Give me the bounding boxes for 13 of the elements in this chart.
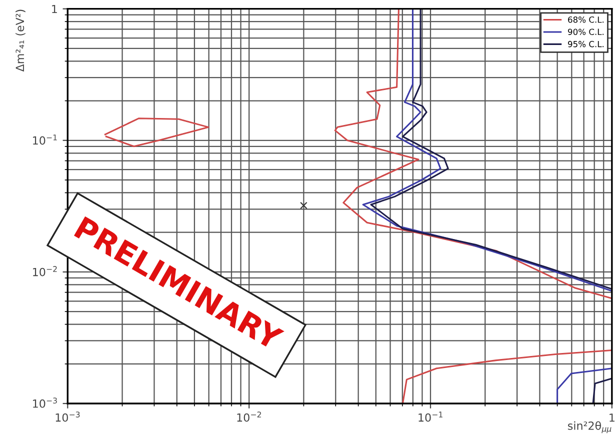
legend-label: 68% C.L. <box>568 16 604 23</box>
y-tick-label: 10$^{−1}$ <box>33 134 57 145</box>
y-tick-label: 10$^{−3}$ <box>33 398 57 408</box>
legend-label: 90% C.L. <box>568 28 604 35</box>
legend-label: 95% C.L. <box>568 40 604 48</box>
y-tick-label: 10$^{−2}$ <box>33 266 57 276</box>
x-axis-title: sin²2θ$_{μμ}$ <box>568 421 612 434</box>
x-tick-label: 10$^{−2}$ <box>237 412 261 422</box>
x-tick-label: 10$^{−1}$ <box>418 412 442 422</box>
y-axis-title: Δm²₄₁ (eV²) <box>16 10 26 72</box>
x-tick-label: 10$^{−3}$ <box>56 412 80 422</box>
x-tick-label: 1 <box>610 414 614 422</box>
y-tick-label: 1 <box>52 4 57 14</box>
